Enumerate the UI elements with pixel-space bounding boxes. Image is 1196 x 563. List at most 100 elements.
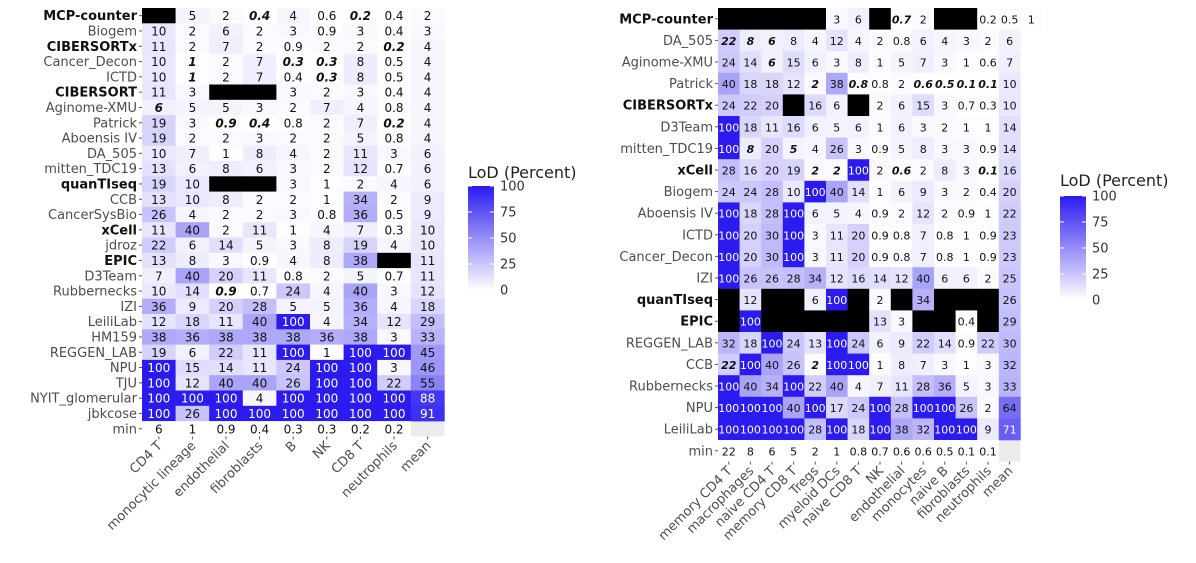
heatmap-cell bbox=[242, 329, 277, 345]
row-label-cancer-decon: Cancer_Decon bbox=[43, 55, 137, 70]
heatmap-cell bbox=[761, 202, 784, 225]
heatmap-cell bbox=[998, 245, 1021, 268]
heatmap-cell bbox=[377, 206, 412, 223]
heatmap-cell bbox=[175, 176, 210, 192]
cell-value: 6 bbox=[256, 162, 264, 176]
cell-value: 28 bbox=[722, 165, 736, 178]
cell-value: 4 bbox=[424, 40, 432, 54]
cell-value: 34 bbox=[808, 273, 822, 286]
cell-value: 0.9 bbox=[979, 143, 997, 156]
cell-value: 4 bbox=[855, 381, 862, 394]
cell-value: 0.9 bbox=[216, 422, 235, 436]
cell-value: 22 bbox=[743, 100, 757, 113]
legend-colorbar bbox=[1060, 196, 1086, 300]
heatmap-cell bbox=[912, 332, 935, 354]
heatmap-cell bbox=[804, 137, 827, 160]
heatmap-cell bbox=[142, 176, 176, 192]
heatmap-cell bbox=[142, 38, 176, 55]
cell-value: 4 bbox=[289, 254, 297, 268]
heatmap-cell bbox=[209, 38, 244, 55]
heatmap-cell bbox=[998, 288, 1021, 311]
cell-value: 10 bbox=[1003, 100, 1017, 113]
cell-value: 13 bbox=[151, 254, 166, 268]
heatmap-cell bbox=[977, 116, 1000, 138]
heatmap-cell bbox=[410, 53, 445, 70]
heatmap-cell bbox=[847, 332, 870, 354]
heatmap-cell bbox=[804, 245, 827, 268]
heatmap-cell bbox=[977, 159, 1000, 182]
cell-value: 15 bbox=[916, 100, 930, 113]
cell-value: 2 bbox=[898, 78, 905, 91]
cell-value: 3 bbox=[833, 57, 840, 70]
heatmap-cell bbox=[209, 130, 244, 146]
cell-value: 0.9 bbox=[979, 229, 997, 242]
cell-value: 100 bbox=[181, 392, 204, 406]
cell-value: 6 bbox=[898, 186, 905, 199]
heatmap-cell bbox=[718, 180, 740, 203]
heatmap-cell bbox=[410, 359, 445, 376]
heatmap-cell bbox=[718, 202, 740, 225]
cell-value: 0.4 bbox=[384, 9, 403, 23]
cell-value: 100 bbox=[315, 392, 338, 406]
cell-value: 6 bbox=[898, 121, 905, 134]
cell-value: 0.6 bbox=[979, 57, 997, 70]
heatmap-cell bbox=[175, 69, 210, 85]
row-label-mitten-tdc19: mitten_TDC19 bbox=[44, 162, 137, 177]
heatmap-cell bbox=[977, 137, 1000, 160]
heatmap-cell bbox=[739, 332, 762, 354]
cell-value: 3 bbox=[855, 143, 862, 156]
cell-value: 0.4 bbox=[249, 9, 270, 23]
heatmap-cell bbox=[718, 51, 740, 74]
cell-value: 6 bbox=[424, 177, 432, 191]
cell-value: 5 bbox=[289, 300, 297, 314]
heatmap-cell bbox=[782, 224, 805, 246]
cell-value: 6 bbox=[855, 121, 862, 134]
cell-value: 3 bbox=[189, 86, 197, 100]
cell-value: 5 bbox=[189, 101, 197, 115]
heatmap-cell bbox=[276, 8, 311, 24]
heatmap-cell bbox=[955, 224, 978, 246]
row-label-d3team: D3Team bbox=[660, 120, 713, 135]
cell-value: 5 bbox=[357, 269, 365, 283]
row-label-jbkcose: jbkcose bbox=[87, 407, 137, 422]
heatmap-cell bbox=[869, 202, 892, 225]
heatmap-cell bbox=[209, 115, 244, 131]
heatmap-cell bbox=[782, 418, 805, 441]
cell-value: 100 bbox=[718, 424, 739, 437]
cell-value: 0.5 bbox=[384, 70, 403, 84]
cell-value: 29 bbox=[420, 315, 435, 329]
cell-value: 6 bbox=[1006, 35, 1013, 48]
cell-value: 100 bbox=[349, 392, 372, 406]
heatmap-cell bbox=[209, 206, 244, 223]
cell-value: 12 bbox=[743, 294, 757, 307]
heatmap-cell bbox=[175, 191, 210, 208]
cell-value: 8 bbox=[747, 143, 755, 156]
cell-value: 26 bbox=[830, 143, 844, 156]
heatmap-cell bbox=[209, 252, 244, 269]
cell-value: 3 bbox=[941, 186, 948, 199]
cell-value: 28 bbox=[765, 186, 779, 199]
heatmap-cell bbox=[955, 180, 978, 203]
cell-value: 40 bbox=[743, 381, 757, 394]
heatmap-cell bbox=[826, 288, 848, 311]
heatmap-cell bbox=[377, 53, 412, 70]
heatmap-cell bbox=[782, 332, 805, 354]
row-label-patrick: Patrick bbox=[93, 116, 137, 131]
cell-value: 1 bbox=[963, 359, 970, 372]
cell-value: 0.4 bbox=[250, 422, 269, 436]
heatmap-cell bbox=[175, 237, 210, 254]
cell-value: 2 bbox=[877, 165, 884, 178]
cell-value: 40 bbox=[722, 78, 736, 91]
cell-value: 0.4 bbox=[979, 186, 997, 199]
heatmap-cell bbox=[826, 137, 848, 160]
heatmap-cell bbox=[761, 51, 784, 74]
cell-value: 7 bbox=[920, 359, 927, 372]
heatmap-cell bbox=[410, 237, 445, 254]
heatmap-cell bbox=[142, 84, 176, 101]
heatmap-cell bbox=[998, 332, 1021, 354]
heatmap-cell bbox=[410, 8, 445, 24]
cell-value: 40 bbox=[218, 376, 233, 390]
cell-value: 16 bbox=[743, 165, 757, 178]
cell-value: 4 bbox=[357, 101, 365, 115]
cell-value: 4 bbox=[424, 70, 432, 84]
